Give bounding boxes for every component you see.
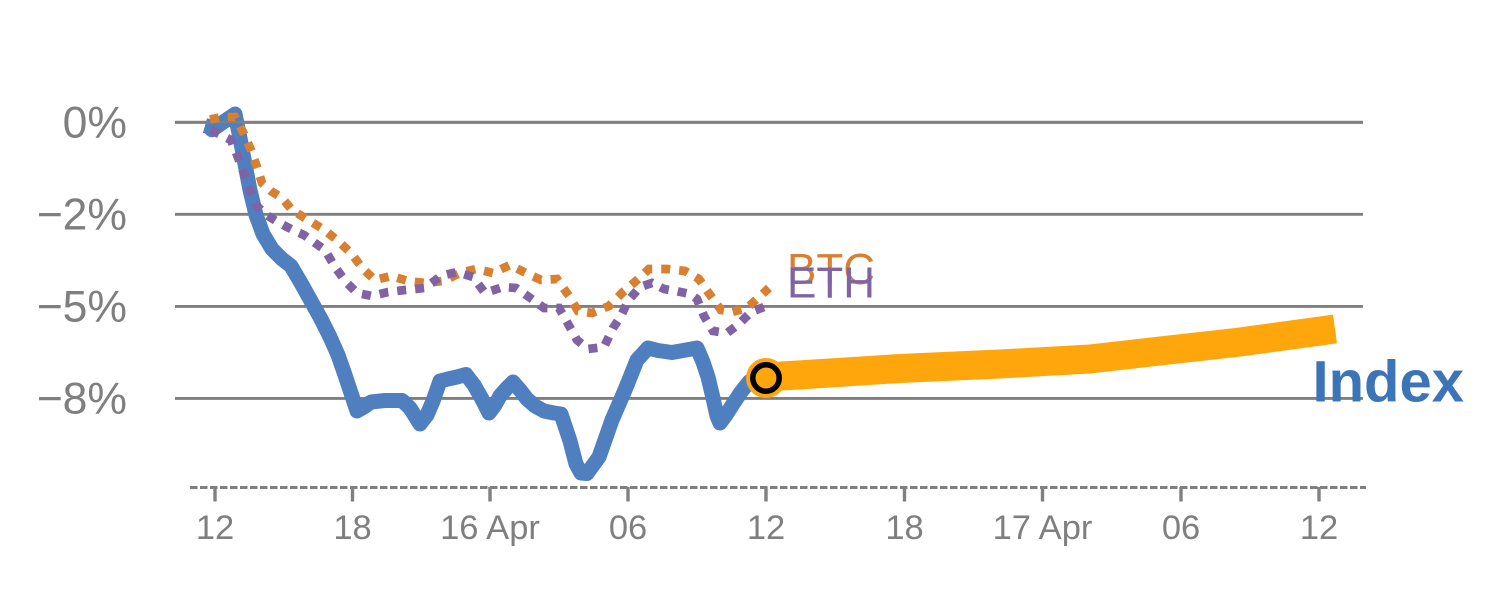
svg-text:12: 12 bbox=[1300, 509, 1338, 547]
svg-text:12: 12 bbox=[747, 509, 785, 547]
svg-text:−2%: −2% bbox=[37, 191, 127, 240]
svg-text:0%: 0% bbox=[63, 99, 127, 148]
svg-text:12: 12 bbox=[196, 509, 234, 547]
svg-text:BTC: BTC bbox=[787, 245, 875, 294]
svg-text:−8%: −8% bbox=[37, 375, 127, 424]
svg-text:18: 18 bbox=[333, 509, 371, 547]
svg-text:−5%: −5% bbox=[37, 283, 127, 332]
svg-text:16 Apr: 16 Apr bbox=[440, 509, 540, 547]
svg-text:Index: Index bbox=[1313, 350, 1465, 415]
svg-text:ETH: ETH bbox=[787, 259, 875, 308]
svg-text:18: 18 bbox=[885, 509, 923, 547]
svg-text:06: 06 bbox=[1162, 509, 1200, 547]
svg-text:17 Apr: 17 Apr bbox=[993, 509, 1093, 547]
svg-text:06: 06 bbox=[609, 509, 647, 547]
